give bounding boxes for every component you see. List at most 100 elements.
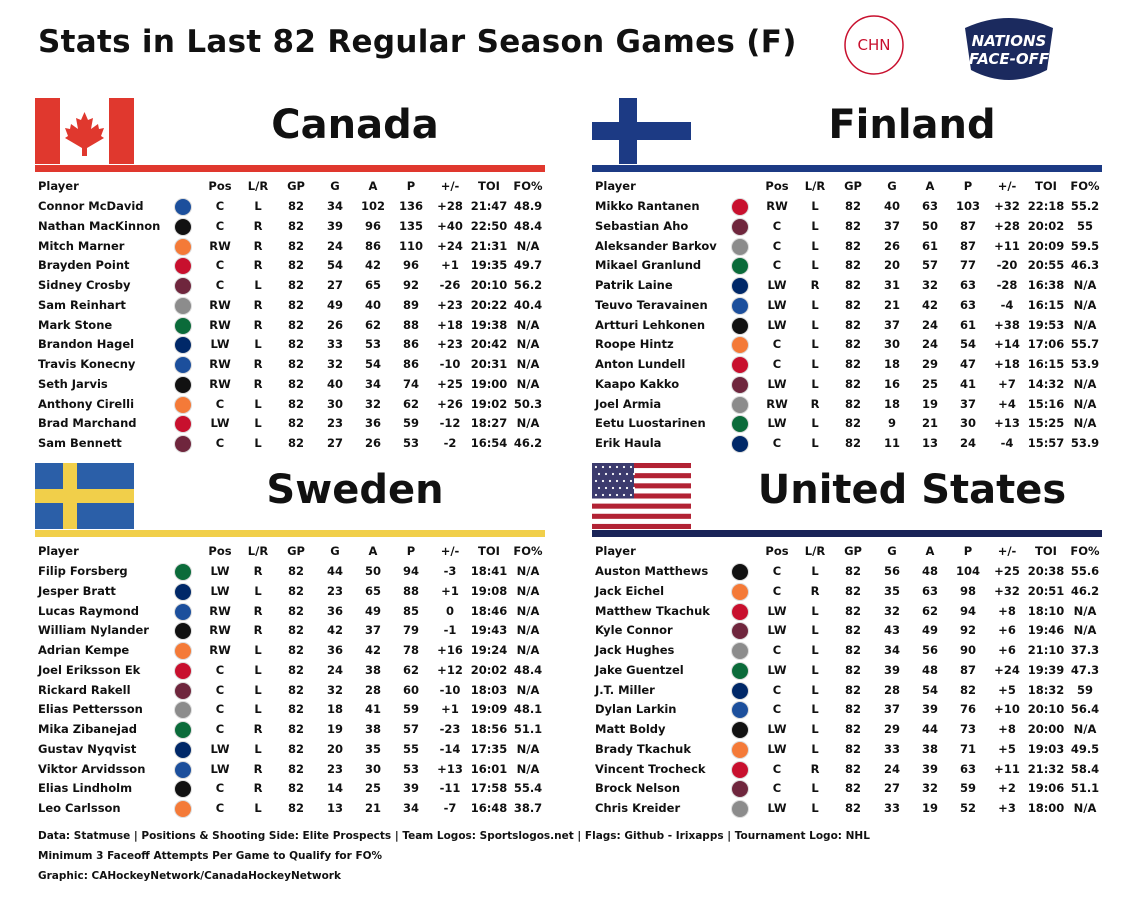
stat-cell: 86 (364, 238, 382, 253)
stat-cell: 33 (883, 741, 901, 756)
stat-cell: C (772, 702, 782, 717)
stat-cell: C (772, 761, 782, 776)
stat-cell: L (811, 623, 819, 638)
stat-cell: 89 (402, 297, 420, 312)
player-name: Travis Konecny (38, 357, 136, 371)
stat-cell: 54 (364, 357, 382, 371)
column-header: G (330, 544, 340, 558)
player-name: Rickard Rakell (38, 682, 131, 697)
stat-cell: 90 (959, 643, 977, 657)
stat-cell: R (253, 761, 263, 776)
stat-cell: 40 (326, 376, 344, 391)
stat-cell: L (254, 643, 262, 657)
team-logo (174, 661, 192, 680)
stat-cell: LW (767, 662, 787, 677)
team-logo (174, 602, 192, 621)
stat-cell: 55 (1076, 218, 1094, 233)
stat-cell: +16 (437, 643, 463, 657)
stat-cell: 47 (959, 357, 977, 371)
stat-cell: 15:57 (1027, 436, 1065, 450)
flag-star (632, 486, 636, 490)
flag (592, 98, 691, 164)
stat-cell: 21 (364, 801, 382, 815)
player-name: Jake Guentzel (595, 662, 684, 677)
column-header: Pos (208, 179, 232, 193)
stat-cell: 17:58 (470, 781, 508, 796)
column-header: GP (287, 544, 305, 558)
stat-cell: L (811, 741, 819, 756)
player-name: Roope Hintz (595, 337, 674, 352)
stat-cell: 60 (402, 682, 420, 697)
player-name: Mikael Granlund (595, 258, 702, 273)
stat-cell: 56.4 (1070, 702, 1100, 717)
stat-cell: 54 (326, 258, 344, 273)
column-header: +/- (997, 544, 1017, 558)
stat-cell: L (811, 376, 819, 391)
stat-cell: 98 (959, 583, 977, 598)
stat-cell: R (810, 761, 820, 776)
stat-cell: 19:02 (470, 396, 508, 411)
stat-cell: 59.5 (1070, 238, 1100, 253)
flag-star (632, 472, 636, 476)
stat-cell: L (811, 801, 819, 815)
flag-star (604, 472, 608, 476)
stat-cell: R (253, 218, 263, 233)
stat-cell: R (253, 357, 263, 371)
column-header: Pos (765, 179, 789, 193)
flag-stripe (592, 513, 691, 520)
stat-cell: 49 (921, 623, 939, 638)
stat-cell: N/A (516, 583, 540, 598)
stat-cell: 49 (326, 297, 344, 312)
stat-cell: L (811, 297, 819, 312)
team-logo (731, 415, 749, 434)
stat-cell: -12 (439, 416, 461, 431)
stat-cell: RW (209, 623, 231, 638)
team-logo (174, 582, 192, 601)
stat-cell: LW (767, 278, 787, 292)
flag-star (601, 493, 605, 497)
stat-cell: 82 (287, 603, 305, 618)
team-logo (731, 296, 749, 315)
panel-rule (35, 165, 545, 172)
stat-cell: RW (766, 396, 788, 411)
stat-cell: 37 (364, 623, 382, 638)
flag-star (594, 465, 598, 469)
flag-stripe (592, 463, 691, 469)
stat-cell: C (772, 337, 782, 352)
footnote: Graphic: CAHockeyNetwork/CanadaHockeyNet… (38, 870, 341, 882)
stat-cell: 76 (959, 702, 977, 717)
column-header: GP (844, 179, 862, 193)
stat-cell: 62 (402, 396, 420, 411)
stat-cell: +40 (437, 218, 463, 233)
team-logo (731, 336, 749, 355)
stat-cell: N/A (516, 761, 540, 776)
stat-cell: N/A (1073, 416, 1097, 431)
flag-star (629, 493, 633, 497)
stat-cell: 20:10 (470, 278, 508, 292)
stat-cell: RW (209, 317, 231, 332)
stat-cell: 21:31 (470, 238, 508, 253)
stat-cell: C (772, 238, 782, 253)
stat-cell: R (253, 623, 263, 638)
column-header: Pos (765, 544, 789, 558)
team-logo (174, 217, 192, 236)
stat-cell: 36 (326, 603, 344, 618)
team-logo (731, 563, 749, 581)
stat-cell: 20 (326, 741, 344, 756)
flag (592, 463, 691, 529)
stat-cell: C (215, 682, 225, 697)
stat-cell: +32 (994, 583, 1020, 598)
stat-cell: 50.3 (513, 396, 543, 411)
flag-cross (35, 489, 134, 503)
stat-cell: +24 (437, 238, 463, 253)
stat-cell: 41 (364, 702, 382, 717)
stat-cell: LW (210, 741, 230, 756)
stat-cell: R (253, 722, 263, 736)
stat-cell: N/A (1073, 603, 1097, 618)
stat-cell: 73 (959, 722, 977, 736)
stat-cell: L (254, 199, 262, 213)
stat-cell: 35 (883, 583, 901, 598)
stat-cell: 19:00 (470, 376, 508, 391)
stat-cell: 82 (287, 722, 305, 736)
column-header: TOI (1035, 179, 1057, 193)
